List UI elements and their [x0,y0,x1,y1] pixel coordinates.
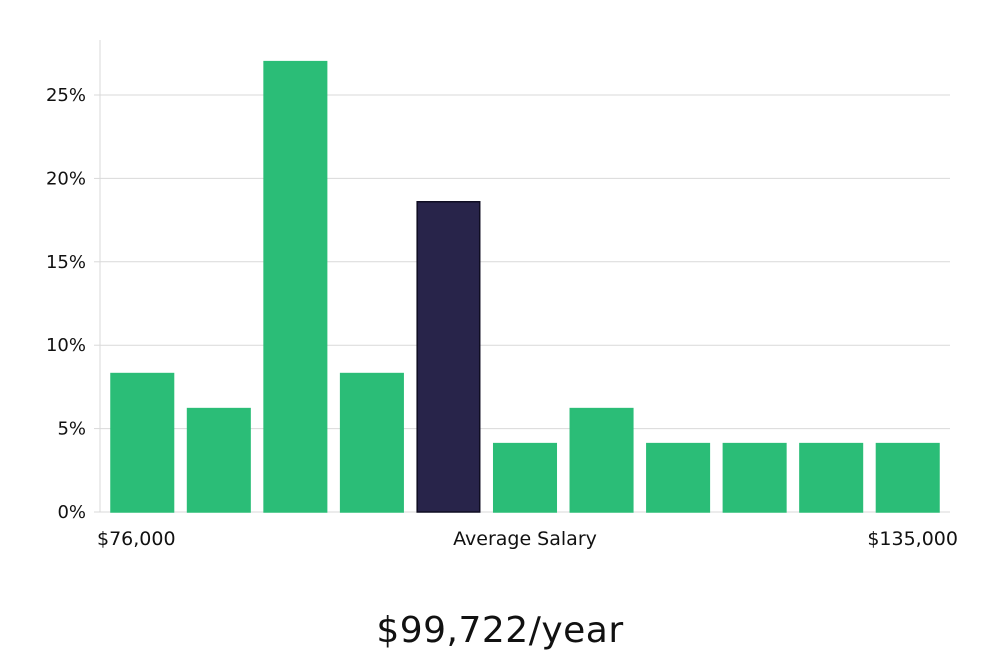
bar [875,442,940,513]
y-tick-label: 10% [46,335,86,356]
bar [569,407,634,513]
y-tick-label: 5% [57,419,86,440]
x-axis-min-label: $76,000 [97,528,176,550]
bar [110,372,175,513]
bar [263,60,328,513]
y-tick-label: 0% [57,502,86,523]
bar [339,372,404,513]
bar [646,442,711,513]
bar [722,442,787,513]
bar [799,442,864,513]
bar [492,442,558,513]
y-axis-ticks: 0% 5% 10% 15% 20% 25% [46,85,100,523]
x-axis-max-label: $135,000 [867,528,958,550]
bar [186,407,251,513]
y-tick-label: 20% [46,168,86,189]
y-tick-label: 15% [46,252,86,273]
bars [110,60,940,513]
salary-histogram: 0% 5% 10% 15% 20% 25% [46,40,950,523]
average-salary-value: $99,722/year [376,610,624,651]
bar-average-salary [416,201,481,513]
x-axis-title: Average Salary [453,528,597,550]
y-tick-label: 25% [46,85,86,106]
